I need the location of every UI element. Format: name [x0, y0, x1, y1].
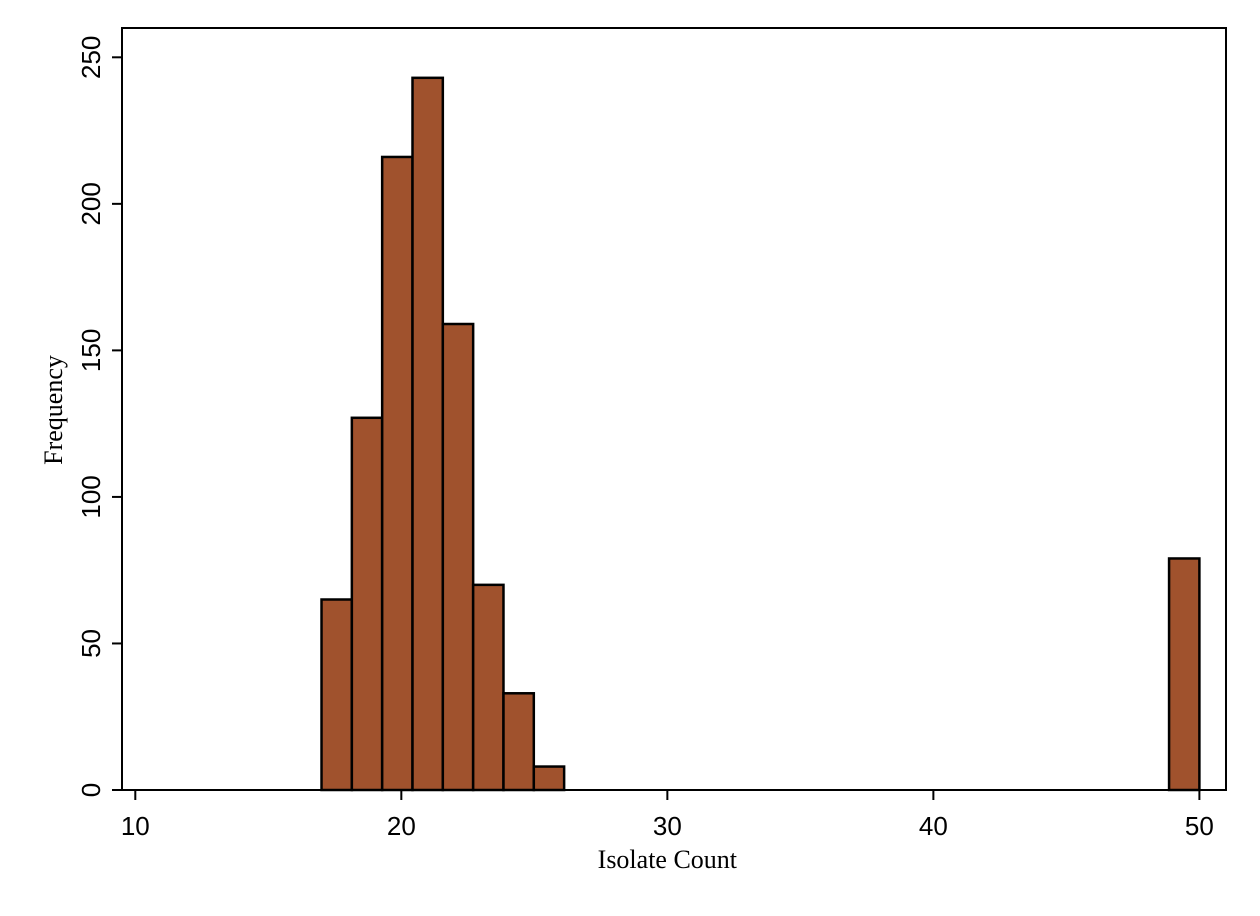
x-tick-label: 40 — [919, 811, 948, 841]
y-tick-label: 200 — [76, 182, 106, 225]
x-axis-ticks: 10 20 30 40 50 — [121, 790, 1214, 841]
plot-frame — [121, 27, 1227, 791]
x-axis-title: Isolate Count — [598, 845, 738, 874]
histogram-bar — [380, 155, 414, 792]
histogram-bar — [411, 76, 445, 792]
x-tick-label: 50 — [1185, 811, 1214, 841]
x-tick-label: 10 — [121, 811, 150, 841]
histogram-bar — [320, 598, 354, 792]
y-tick-label: 0 — [76, 783, 106, 797]
y-tick-label: 100 — [76, 475, 106, 518]
x-tick-label: 20 — [387, 811, 416, 841]
y-tick-label: 50 — [76, 629, 106, 658]
histogram-bar — [532, 765, 566, 792]
y-tick-label: 150 — [76, 329, 106, 372]
y-tick-label: 250 — [76, 36, 106, 79]
histogram-bar — [471, 583, 505, 792]
histogram-bar — [1167, 557, 1201, 792]
histogram-bar — [502, 692, 536, 792]
y-axis-title: Frequency — [39, 355, 68, 465]
x-tick-label: 30 — [653, 811, 682, 841]
histogram-bar — [350, 416, 384, 792]
histogram-bar — [441, 322, 475, 792]
y-axis-ticks: 0 50 100 150 200 250 — [76, 36, 122, 797]
bars-group — [320, 76, 1201, 792]
